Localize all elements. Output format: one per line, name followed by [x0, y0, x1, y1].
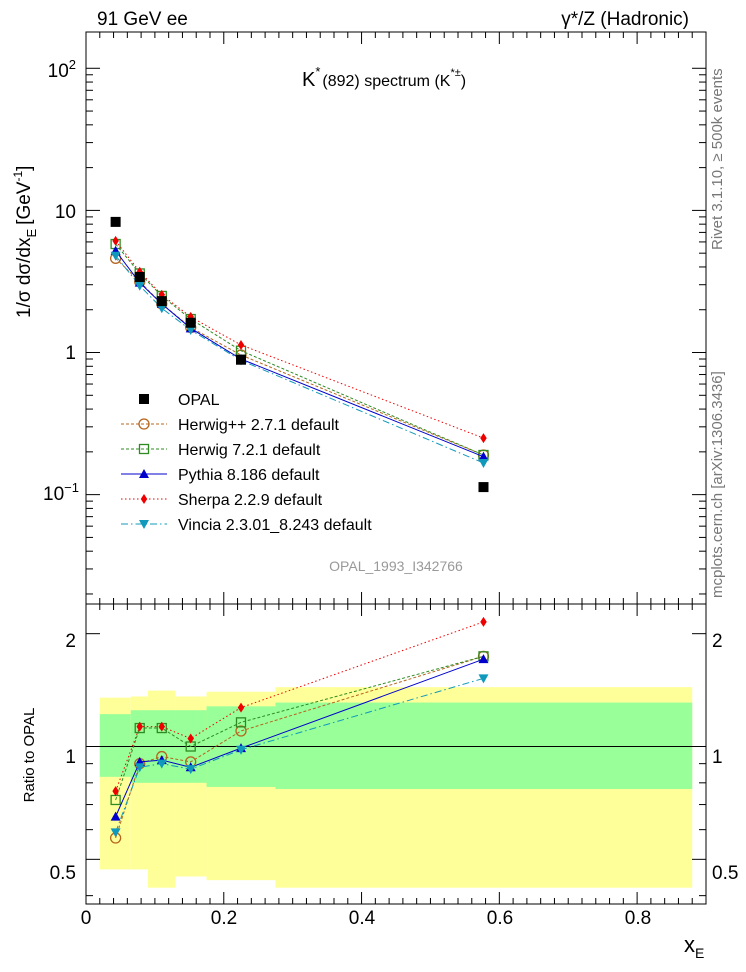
ratio-point-sherpa-2-2-9-default [480, 616, 487, 627]
ratio-ytick-label-right-1: 1 [712, 747, 723, 768]
legend-label-sherpa-2-2-9-default: Sherpa 2.2.9 default [178, 492, 323, 509]
ytick-01-exp: −1 [64, 480, 79, 495]
ylabel-units-close: ] [14, 166, 35, 171]
analysis-id: OPAL_1993_I342766 [329, 558, 463, 574]
ratio-ytick-label-right-2: 2 [712, 631, 723, 652]
main-title: K*(892) spectrum (K*±) [302, 64, 466, 91]
title-sup2: *± [450, 67, 460, 79]
legend-marker-vincia-2-3-01-8-243-default [139, 520, 149, 529]
data-point-vincia-2-3-01-8-243-default [110, 251, 121, 261]
data-point-sherpa-2-2-9-default [480, 433, 487, 444]
ratio-line-vincia-2-3-01-8-243-default [115, 677, 484, 833]
data-point-opal [185, 317, 196, 328]
data-point-opal [134, 271, 145, 282]
header-left: 91 GeV ee [97, 9, 188, 30]
ratio-ytick-label-2: 2 [65, 631, 76, 652]
ratio-point-vincia-2-3-01-8-243-default [110, 828, 121, 838]
legend-marker-pythia-8-186-default [139, 469, 149, 478]
ratio-point-vincia-2-3-01-8-243-default [134, 763, 145, 773]
title-close: ) [461, 73, 466, 90]
legend-marker-opal [139, 394, 149, 404]
ytick-label-1: 1 [65, 343, 76, 364]
legend-label-vincia-2-3-01-8-243-default: Vincia 2.3.01_8.243 default [178, 517, 372, 534]
ytick-label-100: 102 [48, 57, 76, 82]
ratio-line-pythia-8-186-default [115, 658, 484, 817]
xlabel-text: x [684, 932, 695, 957]
xlabel-sub: E [695, 945, 704, 961]
legend-label-opal: OPAL [178, 392, 220, 409]
ratio-line-herwig-7-2-1-default [115, 655, 484, 801]
title-main: K [302, 69, 316, 91]
data-point-vincia-2-3-01-8-243-default [478, 458, 489, 468]
ratio-point-herwig-7-2-1-default [235, 717, 247, 728]
ylabel-sub: E [24, 229, 39, 238]
ratio-ytick-label-1: 1 [65, 747, 76, 768]
legend-marker-sherpa-2-2-9-default [140, 494, 148, 504]
ratio-point-sherpa-2-2-9-default [187, 733, 194, 744]
xtick-label-0.8: 0.8 [625, 908, 651, 929]
title-rest: (892) spectrum (K [322, 73, 450, 90]
data-point-vincia-2-3-01-8-243-default [134, 281, 145, 291]
xtick-label-0.4: 0.4 [349, 908, 376, 929]
data-point-vincia-2-3-01-8-243-default [156, 304, 167, 314]
ylabel-text: 1/σ dσ/dx [14, 237, 35, 318]
ratio-point-sherpa-2-2-9-default [237, 702, 245, 713]
ratio-plot-area [85, 603, 707, 905]
ratio-ytick-label-right-0.5: 0.5 [712, 863, 738, 884]
ratio-point-vincia-2-3-01-8-243-default [185, 765, 196, 775]
legend-label-herwig-7-2-1-default: Herwig 7.2.1 default [178, 442, 321, 459]
ratio-line-sherpa-2-2-9-default [115, 621, 484, 792]
ratio-point-vincia-2-3-01-8-243-default [478, 674, 489, 684]
data-point-sherpa-2-2-9-default [112, 235, 119, 246]
legend-label-herwig-2-7-1-default: Herwig++ 2.7.1 default [178, 417, 340, 434]
xtick-label-0.6: 0.6 [487, 908, 513, 929]
data-point-pythia-8-186-default [478, 451, 489, 461]
data-point-opal [478, 482, 489, 493]
legend-marker-herwig-7-2-1-default [138, 443, 150, 455]
ratio-point-vincia-2-3-01-8-243-default [156, 759, 167, 769]
data-point-opal [156, 296, 167, 307]
inner-band-0 [99, 714, 131, 777]
legend-marker-herwig-2-7-1-default [138, 418, 150, 430]
xtick-label-0: 0 [81, 908, 92, 929]
title-sup: * [315, 64, 320, 79]
main-ylabel: 1/σ dσ/dxE [GeV-1] [11, 166, 39, 318]
ratio-point-sherpa-2-2-9-default [112, 786, 119, 797]
data-point-opal [236, 354, 246, 365]
ratio-line-herwig-2-7-1-default [115, 655, 484, 839]
ratio-point-vincia-2-3-01-8-243-default [236, 745, 246, 755]
ratio-point-pythia-8-186-default [110, 811, 121, 821]
legend-label-pythia-8-186-default: Pythia 8.186 default [178, 467, 320, 484]
xtick-label-0.2: 0.2 [211, 908, 237, 929]
data-point-sherpa-2-2-9-default [237, 339, 245, 350]
ratio-frame [85, 603, 707, 905]
ylabel-units-sup: -1 [11, 171, 25, 182]
rivet-label: Rivet 3.1.10, ≥ 500k events [709, 68, 726, 250]
legend: OPAL Herwig++ 2.7.1 default Herwig 7.2.1 d… [121, 392, 372, 534]
ytick-100-exp: 2 [69, 57, 76, 72]
data-point-opal [110, 216, 121, 227]
mcplots-label: mcplots.cern.ch [arXiv:1306.3436] [709, 371, 726, 598]
ytick-label-0.1: 10−1 [43, 480, 79, 505]
header-right: γ*/Z (Hadronic) [561, 9, 689, 30]
ylabel-units: [GeV [14, 181, 35, 225]
inner-band-5 [275, 702, 693, 790]
ytick-100-base: 10 [48, 61, 69, 82]
ytick-01-base: 10 [43, 484, 64, 505]
ratio-point-pythia-8-186-default [478, 654, 489, 664]
data-point-vincia-2-3-01-8-243-default [185, 326, 196, 336]
ratio-point-herwig-2-7-1-default [235, 725, 247, 737]
ytick-label-10: 10 [55, 202, 76, 223]
ratio-point-sherpa-2-2-9-default [158, 721, 166, 732]
ratio-ylabel: Ratio to OPAL [21, 708, 38, 803]
x-axis-label: xE [684, 932, 704, 961]
ratio-ytick-label-0.5: 0.5 [50, 863, 76, 884]
series-line-sherpa-2-2-9-default [115, 240, 484, 439]
ratio-point-sherpa-2-2-9-default [136, 721, 143, 732]
